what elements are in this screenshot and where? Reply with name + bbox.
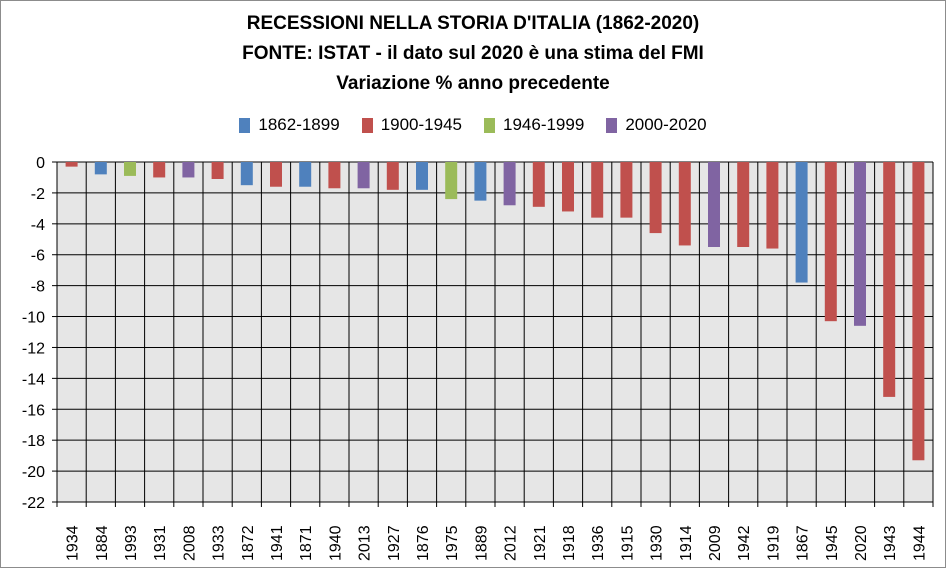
x-tick-label: 2008	[181, 525, 198, 561]
x-tick-label: 1867	[795, 525, 812, 561]
bar	[474, 162, 487, 201]
x-tick-label: 1876	[415, 525, 432, 561]
x-tick-label: 1940	[327, 525, 344, 561]
x-tick-label: 2009	[707, 525, 724, 561]
x-tick-label: 1933	[211, 525, 228, 561]
legend-item-1900-1945: 1900-1945	[361, 115, 462, 135]
y-tick-label: -14	[22, 371, 45, 388]
bar	[386, 162, 399, 190]
legend-label: 2000-2020	[625, 115, 707, 134]
y-tick-label: -10	[22, 310, 45, 327]
legend-swatch	[606, 117, 618, 133]
bar	[883, 162, 896, 397]
bar	[912, 162, 925, 461]
y-tick-label: -20	[22, 464, 45, 481]
bar	[678, 162, 691, 246]
bar	[737, 162, 750, 247]
y-tick-label: -12	[22, 340, 45, 357]
bar	[94, 162, 107, 175]
x-tick-label: 1941	[269, 525, 286, 561]
x-tick-label: 1918	[561, 525, 578, 561]
x-tick-label: 1944	[911, 525, 928, 561]
x-tick-label: 1872	[240, 525, 257, 561]
x-tick-label: 2013	[357, 525, 374, 561]
x-tick-label: 1927	[386, 525, 403, 561]
x-tick-label: 1921	[532, 525, 549, 561]
y-tick-label: -8	[31, 279, 45, 296]
x-tick-label: 1871	[298, 525, 315, 561]
bar	[649, 162, 662, 234]
bar	[65, 162, 78, 167]
bar	[270, 162, 282, 187]
chart-legend: 1862-1899 1900-1945 1946-1999 2000-2020	[1, 115, 945, 135]
bar	[532, 162, 545, 207]
bar	[766, 162, 779, 249]
legend-label: 1862-1899	[258, 115, 340, 134]
bar	[211, 162, 224, 179]
bar	[854, 162, 866, 326]
x-tick-label: 1884	[94, 525, 111, 561]
x-tick-label: 1930	[649, 525, 666, 561]
x-tick-label: 1914	[678, 525, 695, 561]
chart-subtitle-measure: Variazione % anno precedente	[336, 73, 610, 94]
legend-item-1862-1899: 1862-1899	[239, 115, 340, 135]
bar	[357, 162, 370, 189]
legend-item-2000-2020: 2000-2020	[606, 115, 707, 135]
x-tick-label: 1919	[765, 525, 782, 561]
chart-title: RECESSIONI NELLA STORIA D'ITALIA (1862-2…	[246, 13, 700, 34]
y-tick-label: 0	[36, 155, 45, 172]
x-tick-label: 1942	[736, 525, 753, 561]
bar	[182, 162, 195, 178]
x-tick-label: 1945	[824, 525, 841, 561]
y-tick-label: -16	[22, 402, 45, 419]
x-tick-label: 1889	[473, 525, 490, 561]
bar	[708, 162, 720, 247]
legend-swatch	[361, 117, 373, 133]
bar	[795, 162, 808, 283]
bar	[503, 162, 516, 206]
y-tick-label: -2	[31, 186, 45, 203]
bar	[299, 162, 312, 187]
chart-subtitle-source: FONTE: ISTAT - il dato sul 2020 è una st…	[242, 43, 704, 64]
x-tick-label: 1943	[882, 525, 899, 561]
bar	[620, 162, 633, 218]
bar	[416, 162, 428, 190]
legend-label: 1946-1999	[503, 115, 585, 134]
bar	[328, 162, 341, 189]
x-tick-label: 1936	[590, 525, 607, 561]
y-tick-label: -4	[31, 217, 45, 234]
bar	[153, 162, 166, 178]
x-tick-label: 1993	[123, 525, 140, 561]
x-tick-label: 1931	[152, 525, 169, 561]
bar	[445, 162, 458, 200]
x-tick-label: 2012	[503, 525, 520, 561]
bar	[591, 162, 604, 218]
x-tick-label: 1975	[444, 525, 461, 561]
legend-label: 1900-1945	[380, 115, 462, 134]
x-tick-label: 1934	[65, 525, 82, 561]
x-tick-label: 1915	[619, 525, 636, 561]
y-tick-label: -18	[22, 433, 45, 450]
bar	[824, 162, 837, 322]
bar	[240, 162, 253, 186]
y-tick-label: -6	[31, 248, 45, 265]
bar	[562, 162, 574, 212]
legend-swatch	[239, 117, 251, 133]
legend-swatch	[484, 117, 495, 133]
legend-item-1946-1999: 1946-1999	[484, 115, 584, 135]
y-tick-label: -22	[22, 495, 45, 512]
bar	[124, 162, 136, 176]
x-tick-label: 2020	[853, 525, 870, 561]
